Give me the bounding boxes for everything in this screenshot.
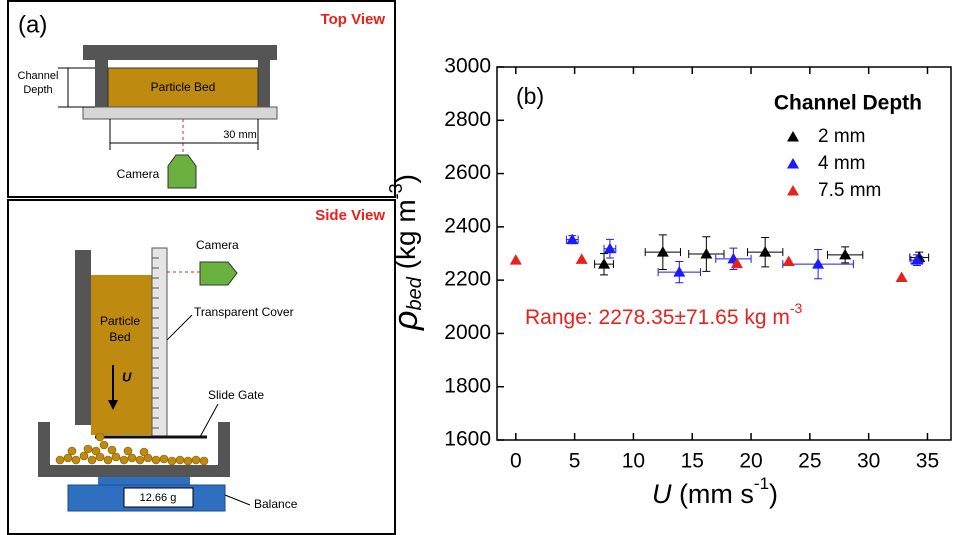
- point: [656, 246, 669, 257]
- legend-label: 2 mm: [818, 126, 866, 147]
- x-tick-label: 25: [798, 450, 821, 473]
- leader: [199, 403, 219, 438]
- y-tick-label: 2600: [444, 161, 491, 184]
- y-tick-label: 1800: [444, 374, 491, 397]
- y-tick-label: 2400: [444, 214, 491, 237]
- y-unit: (kg m: [390, 199, 421, 277]
- y-tick-label: 2000: [444, 321, 491, 344]
- x-close: ): [769, 479, 778, 509]
- y-tick-label: 2800: [444, 108, 491, 131]
- title: Side View: [315, 207, 385, 224]
- y-tick-label: 3000: [444, 55, 491, 78]
- panel-a: (a) Top View Particle Bed 30 mm Channel …: [7, 0, 396, 535]
- label: Particle Bed: [151, 80, 216, 94]
- y-power: -3: [386, 183, 406, 199]
- x-tick-label: 20: [739, 450, 762, 473]
- legend-title: Channel Depth: [774, 92, 922, 115]
- x-tick-label: 5: [569, 450, 581, 473]
- plate: [82, 106, 278, 120]
- point: [566, 233, 579, 245]
- point: [910, 254, 923, 265]
- x-tick-label: 30: [857, 450, 880, 473]
- y-subscript: bed: [404, 276, 426, 310]
- x-power: -1: [754, 474, 769, 493]
- label: Particle: [100, 314, 140, 328]
- y-close: ): [390, 174, 421, 183]
- x-tick-label: 15: [681, 450, 704, 473]
- tray: [38, 422, 230, 477]
- y-symbol: ρ: [387, 311, 425, 331]
- balance-top: [98, 477, 190, 485]
- x-unit: (mm s: [671, 479, 753, 509]
- top-box: [7, 0, 396, 198]
- cover: [151, 247, 168, 438]
- point: [598, 258, 611, 269]
- label: Bed: [109, 330, 130, 344]
- ruler: [152, 257, 159, 429]
- plot-frame: [496, 66, 952, 441]
- bed: [107, 67, 259, 108]
- point: [759, 246, 772, 257]
- x-tick-label: 0: [510, 450, 522, 473]
- arrow: [108, 400, 118, 410]
- point: [782, 255, 795, 266]
- label: Transparent Cover: [194, 305, 294, 319]
- title: Top View: [321, 11, 386, 28]
- label: Camera: [117, 167, 160, 181]
- label: Channel: [18, 70, 59, 82]
- point: [895, 271, 908, 282]
- annotation-power: -3: [790, 300, 803, 316]
- plate: [83, 45, 277, 60]
- x-symbol: U: [652, 479, 672, 509]
- annotation: Range: 2278.35±71.65 kg m-3: [525, 300, 803, 329]
- point: [575, 253, 588, 264]
- panel-label: (b): [516, 83, 544, 109]
- display: [123, 487, 194, 508]
- point: [812, 258, 825, 269]
- point: [603, 242, 616, 254]
- y-tick-label: 2200: [444, 268, 491, 291]
- particles: [55, 432, 209, 466]
- label: U: [122, 369, 132, 384]
- panel-label: (a): [18, 11, 47, 38]
- point: [700, 248, 713, 259]
- label: 30 mm: [223, 129, 257, 141]
- label: Balance: [254, 497, 298, 511]
- point: [839, 248, 852, 260]
- wall: [95, 60, 108, 107]
- y-tick-label: 1600: [444, 428, 491, 451]
- label: Depth: [23, 84, 52, 96]
- point: [673, 266, 686, 277]
- leader: [224, 494, 251, 506]
- label: Camera: [196, 238, 239, 252]
- x-tick-label: 10: [622, 450, 645, 473]
- label: 12.66 g: [140, 492, 177, 504]
- wall: [75, 250, 91, 425]
- legend-label: 4 mm: [818, 153, 866, 174]
- side-box: [7, 199, 396, 535]
- bed: [91, 275, 152, 435]
- legend-marker: [787, 185, 799, 196]
- camera: [167, 154, 197, 189]
- leader: [166, 314, 193, 341]
- legend-label: 7.5 mm: [818, 180, 881, 201]
- x-axis-label: U (mm s-1): [652, 474, 778, 509]
- legend-marker: [787, 131, 799, 142]
- point: [509, 254, 522, 265]
- point: [730, 257, 743, 269]
- x-tick-label: 35: [916, 450, 939, 473]
- y-axis-label: ρbed (kg m-3): [386, 174, 427, 331]
- panel-b: 1600 1800 2000 2200 2400 2600 2800 3000 0 5 10 15 20…: [386, 55, 952, 509]
- label: Slide Gate: [208, 388, 264, 402]
- camera: [199, 261, 238, 286]
- wall: [258, 60, 270, 107]
- annotation-text: Range: 2278.35±71.65 kg m: [525, 306, 790, 329]
- legend-marker: [787, 158, 799, 169]
